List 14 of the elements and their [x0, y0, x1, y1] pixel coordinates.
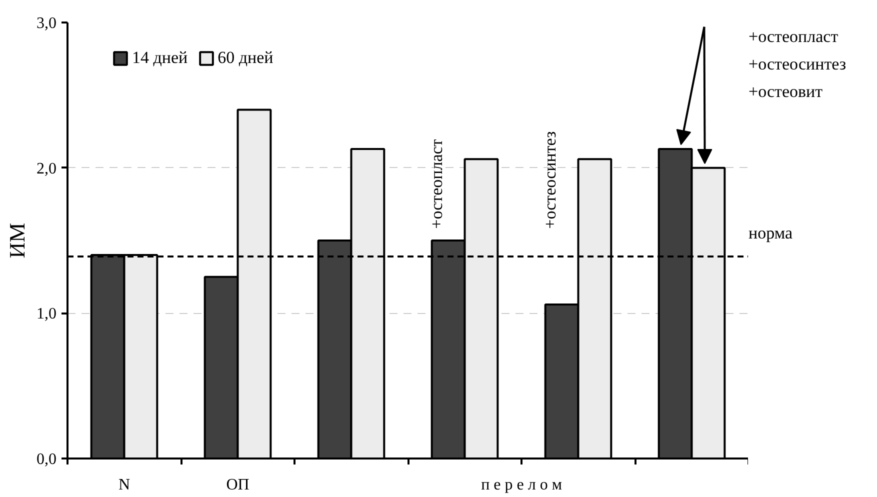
y-axis-title: ИМ	[4, 222, 30, 258]
annotation: +остеопласт	[426, 138, 446, 229]
legend-label: 60 дней	[218, 48, 274, 68]
y-tick-label: 1,0	[36, 306, 56, 323]
ref-line-label: норма	[748, 223, 793, 242]
x-tick-label: ОП	[226, 476, 250, 494]
y-tick-label: 2,0	[36, 160, 56, 178]
annotation: +остеопласт +остеосинтез +остеовит	[748, 26, 846, 101]
annotation: +остеосинтез	[540, 130, 560, 229]
y-tick-label: 3,0	[36, 15, 56, 32]
y-tick-label: 0,0	[36, 451, 56, 468]
legend-label: 14 дней	[132, 48, 188, 68]
x-tick-label: N	[118, 476, 130, 494]
text: п е р е л о м	[481, 476, 562, 494]
